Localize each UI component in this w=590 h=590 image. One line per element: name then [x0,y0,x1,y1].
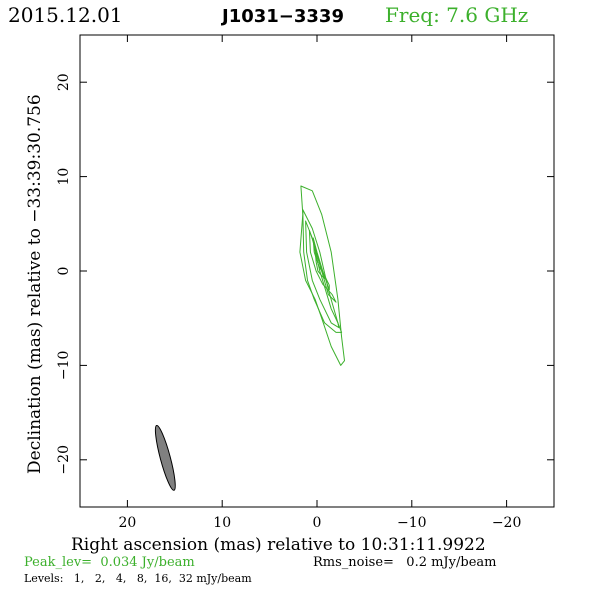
ticks [80,35,554,507]
plot-frame [79,34,555,508]
rms-noise: Rms_noise= 0.2 mJy/beam [313,555,496,570]
y-tick-label: −10 [56,351,72,381]
x-tick-label: 10 [213,515,231,531]
x-tick-label: −10 [397,515,427,531]
peak-level: Peak_lev= 0.034 Jy/beam [24,555,195,570]
beam-ellipse [154,425,176,491]
contour-level-1 [299,185,345,366]
y-axis-label: Declination (mas) relative to −33:39:30.… [25,94,45,474]
contour-level-6 [314,248,326,280]
y-tick-labels: 20 10 0 −10 −20 [56,73,72,474]
contour-level-2 [302,209,343,333]
y-tick-label: 10 [56,168,72,186]
y-tick-label: 20 [56,73,72,91]
x-tick-label: 20 [118,515,136,531]
beam-ellipse-group [154,425,176,491]
source-name: J1031−3339 [220,6,344,27]
x-tick-label: −20 [492,515,522,531]
x-tick-labels: 20 10 0 −10 −20 [118,515,521,531]
x-tick-label: 0 [313,515,322,531]
contour-lines [299,185,345,366]
date-label: 2015.12.01 [8,3,123,27]
y-tick-label: 0 [56,267,72,276]
contour-levels: Levels: 1, 2, 4, 8, 16, 32 mJy/beam [24,572,252,585]
y-tick-label: −20 [56,445,72,475]
frequency-label: Freq: 7.6 GHz [385,3,528,27]
x-axis-label: Right ascension (mas) relative to 10:31:… [71,535,486,555]
